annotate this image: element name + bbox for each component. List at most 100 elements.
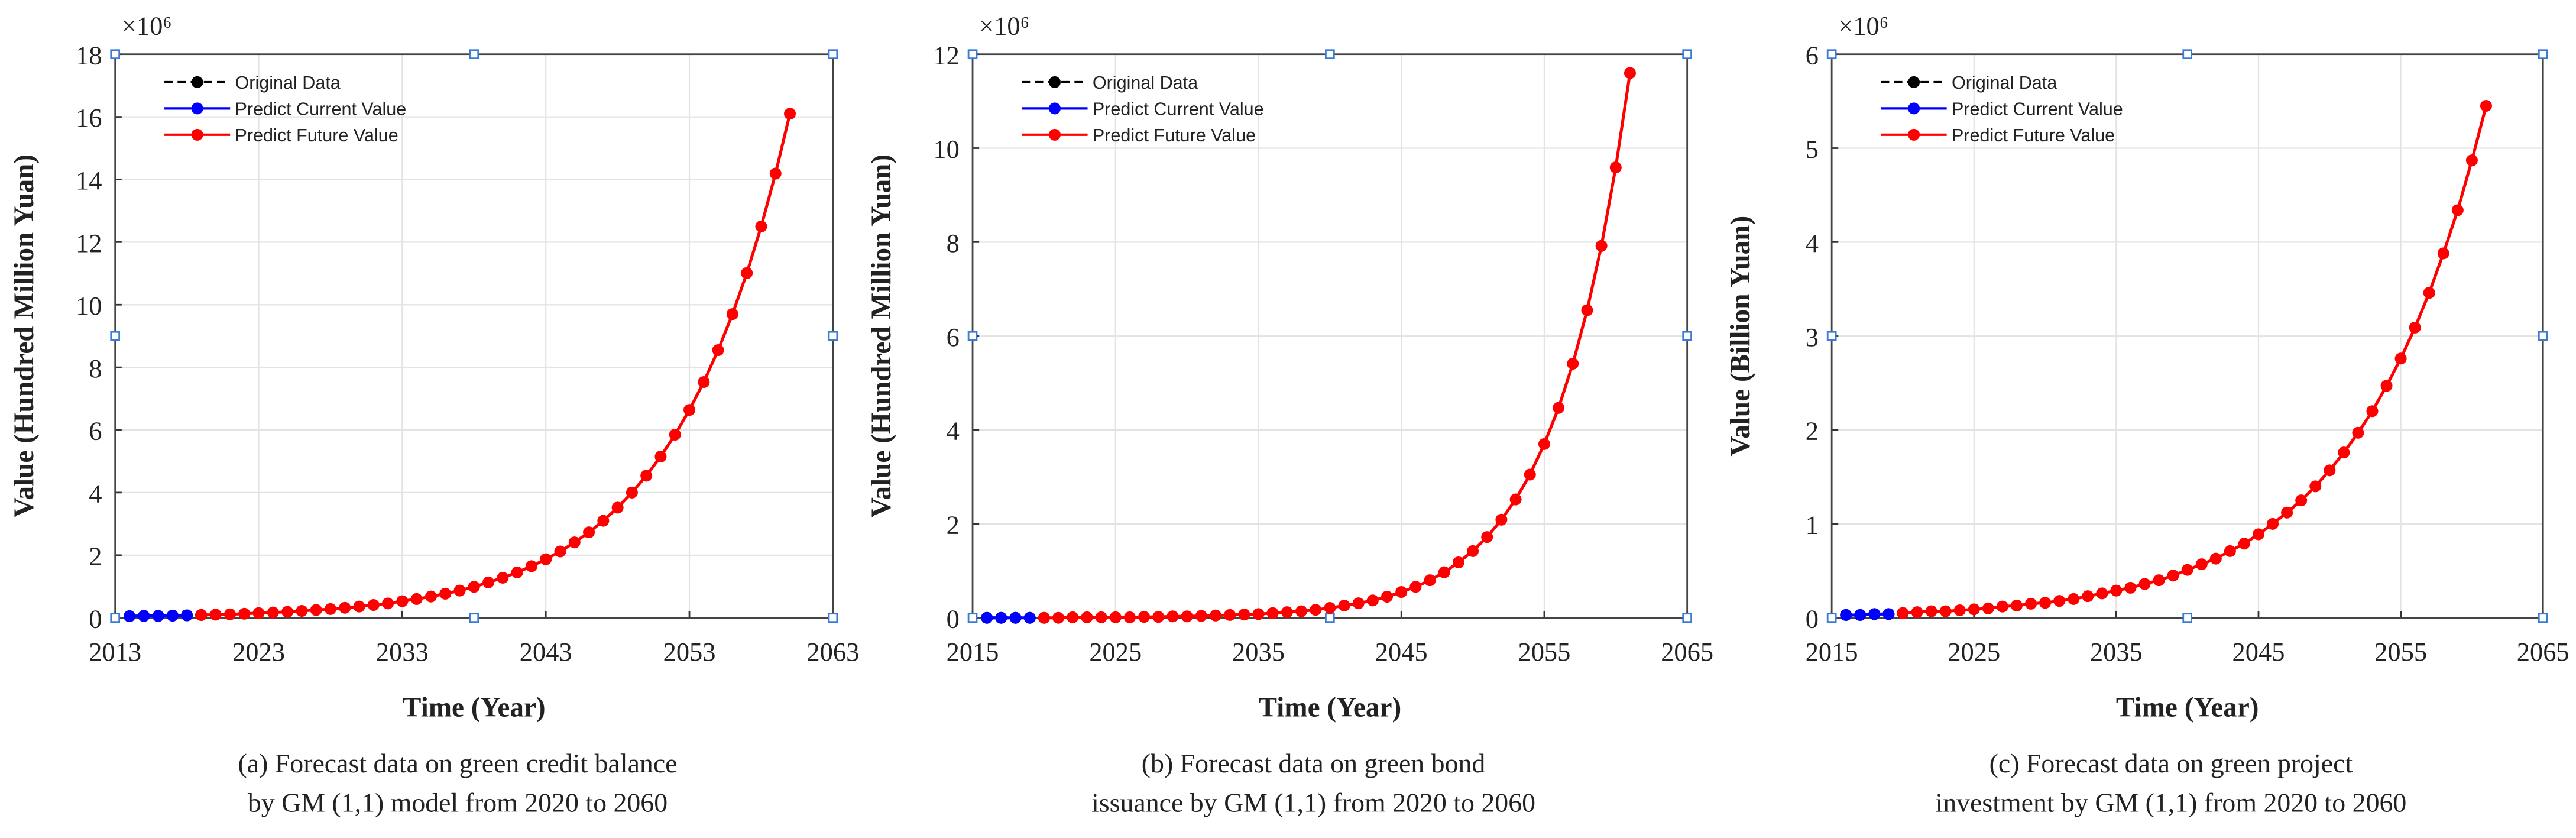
data-point [1911,606,1923,619]
y-tick-label: 1 [1806,510,1819,540]
frame-handle [1826,331,1837,341]
axis-multiplier: ×10⁶ [122,11,172,40]
y-axis-title: Value (Billion Yuan) [1725,216,1756,457]
y-tick-label: 8 [947,228,960,258]
frame-handle [828,331,838,341]
data-point [1567,358,1579,370]
y-tick-label: 6 [1806,40,1819,70]
data-point [540,553,552,565]
data-point [367,598,380,611]
data-point [2138,578,2151,590]
data-point [597,515,610,527]
x-tick-label: 2015 [1806,637,1858,666]
data-point [2309,480,2322,493]
data-point [1467,545,1479,557]
data-point [683,404,696,416]
series-line [1846,612,1889,617]
data-point [353,600,365,613]
data-point [1925,605,1937,617]
caption: issuance by GM (1,1) from 2020 to 2060 [1091,788,1535,818]
data-point [654,451,667,463]
subplot: 2015 2025 2035 2045 2055 2065 0 1 2 3 4 5 6 ×10⁶ Time … [1725,11,2569,817]
frame-handle [110,331,121,341]
x-tick-label: 2043 [520,637,572,666]
data-point [995,611,1007,624]
data-point [741,267,753,279]
y-tick-label: 12 [76,228,102,258]
data-point [2409,321,2421,334]
data-point [784,108,796,120]
y-tick-label: 10 [933,134,959,164]
data-point [1982,602,1994,614]
data-point [583,526,595,539]
data-point [1167,610,1179,623]
data-point [410,593,423,605]
data-point [1438,566,1450,578]
data-point [2267,517,2279,530]
x-tick-label: 2013 [89,637,141,666]
data-point [1953,604,1966,616]
data-point [1939,605,1952,617]
frame-handle [110,613,121,623]
data-point [2352,426,2364,439]
data-point [2324,464,2336,477]
data-point [611,501,624,514]
data-point [1424,574,1436,587]
x-axis-title: Time (Year) [1258,692,1401,723]
data-point [2465,154,2478,167]
data-point [981,611,993,624]
data-point [209,609,222,621]
x-tick-label: 2035 [1232,637,1285,666]
y-tick-label: 4 [947,416,960,446]
data-point [1052,611,1065,624]
x-tick-label: 2033 [376,637,429,666]
data-point [195,609,208,621]
data-point [2437,247,2449,260]
data-point [640,470,653,482]
frame-handle [469,613,479,623]
data-point [2025,597,2037,610]
data-point [1252,608,1265,620]
legend-label: Predict Current Value [1952,99,2123,119]
x-tick-label: 2015 [947,637,999,666]
data-point [1195,610,1207,622]
data-point [181,609,193,622]
y-tick-label: 4 [89,479,102,509]
data-point [166,609,179,622]
y-tick-label: 18 [76,40,102,70]
data-point [2451,204,2464,216]
data-point [2281,506,2293,519]
legend-label: Original Data [1952,73,2057,93]
data-point [1181,610,1193,623]
data-point [511,566,523,578]
axis-multiplier: ×10⁶ [979,11,1029,40]
data-point [252,607,265,619]
data-point [1996,600,2008,613]
data-point [1123,611,1136,623]
data-point [1366,594,1379,607]
data-point [2252,528,2264,541]
data-point [396,595,409,607]
legend-label: Predict Current Value [1093,99,1264,119]
data-point [2338,446,2350,459]
legend-label: Predict Current Value [235,99,407,119]
x-axis-title: Time (Year) [403,692,546,723]
frame-handle [2182,49,2193,60]
data-point [1023,611,1036,624]
data-point [2010,600,2023,612]
x-tick-label: 2063 [806,637,859,666]
data-point [1524,468,1536,481]
legend-label: Original Data [235,73,341,93]
data-point [138,610,150,622]
y-tick-label: 3 [1806,322,1819,352]
data-point [1854,609,1867,621]
plot-area [115,54,833,618]
caption: (c) Forecast data on green project [1989,748,2353,778]
data-point [1352,597,1365,610]
data-point [1840,609,1852,621]
data-point [2195,558,2208,571]
data-point [525,560,537,572]
data-point [712,344,724,357]
frame-handle [828,49,838,60]
frame-handle [1682,331,1692,341]
